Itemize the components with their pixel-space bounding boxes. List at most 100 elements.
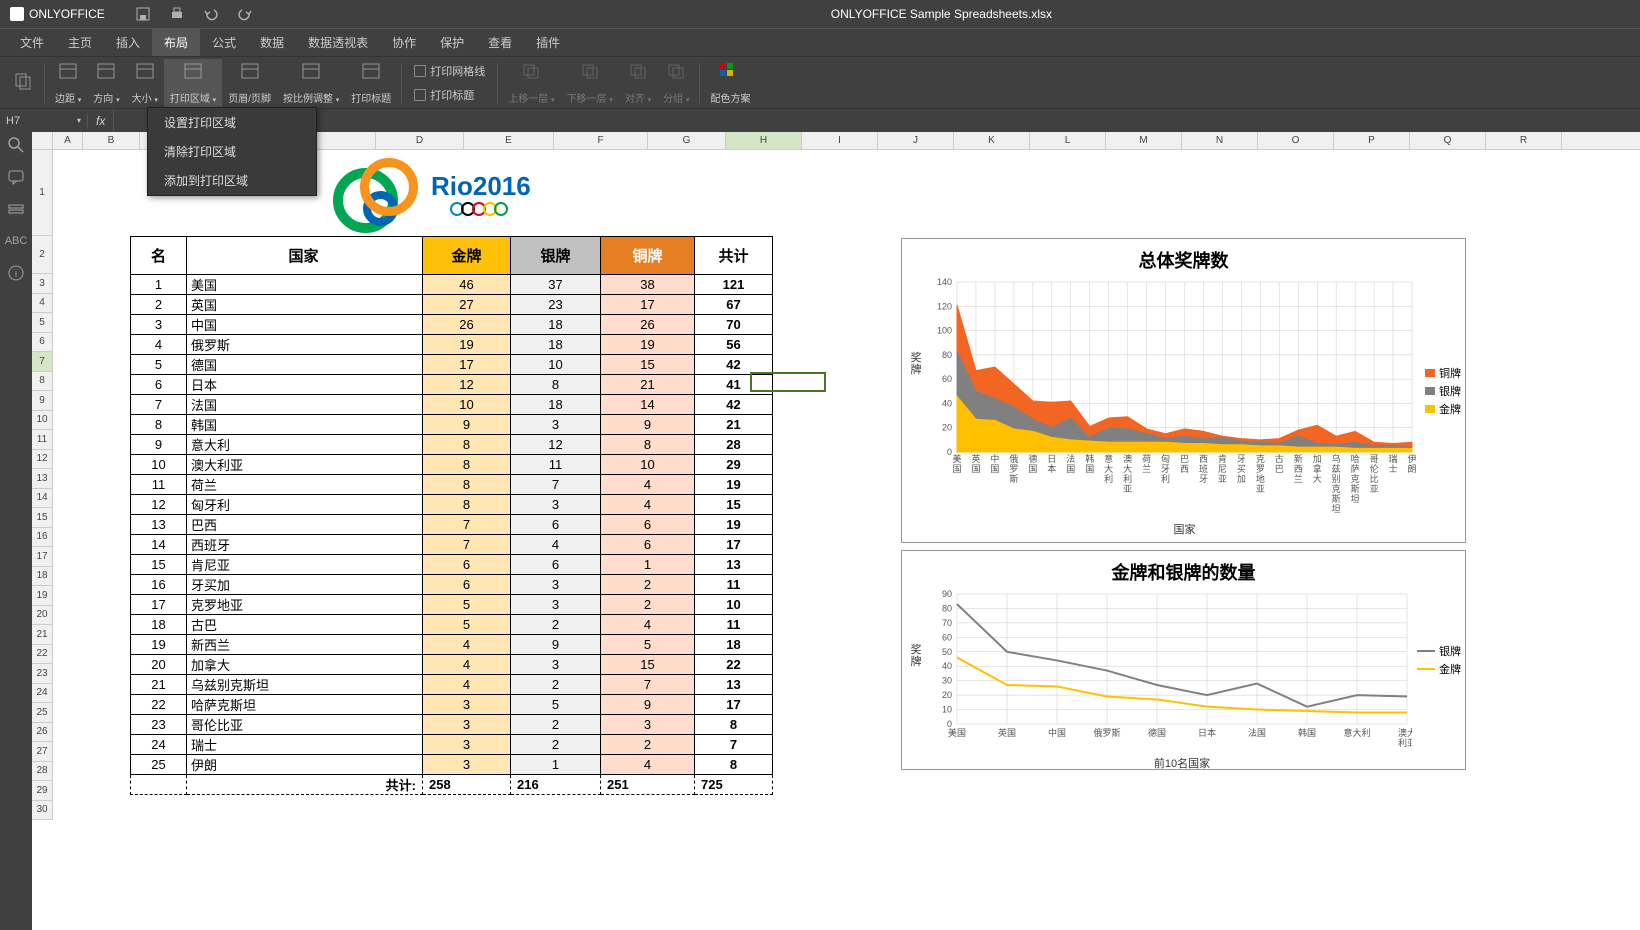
menu-4[interactable]: 公式 xyxy=(200,29,248,56)
table-row[interactable]: 7法国10181442 xyxy=(131,395,773,415)
row-header-30[interactable]: 30 xyxy=(32,801,53,821)
row-header-17[interactable]: 17 xyxy=(32,547,53,567)
col-header-H[interactable]: H xyxy=(726,132,802,149)
chart-gold-silver[interactable]: 金牌和银牌的数量 0102030405060708090美国英国中国俄罗斯德国日… xyxy=(901,550,1466,770)
row-header-9[interactable]: 9 xyxy=(32,391,53,411)
row-header-7[interactable]: 7 xyxy=(32,352,53,372)
table-row[interactable]: 19新西兰49518 xyxy=(131,635,773,655)
row-header-10[interactable]: 10 xyxy=(32,411,53,431)
table-row[interactable]: 10澳大利亚8111029 xyxy=(131,455,773,475)
col-header-L[interactable]: L xyxy=(1030,132,1106,149)
row-header-8[interactable]: 8 xyxy=(32,372,53,392)
row-header-22[interactable]: 22 xyxy=(32,645,53,665)
menu-1[interactable]: 主页 xyxy=(56,29,104,56)
select-all-corner[interactable] xyxy=(32,132,53,149)
table-row[interactable]: 24瑞士3227 xyxy=(131,735,773,755)
checkbox-打印网格线[interactable]: 打印网格线 xyxy=(406,61,493,81)
table-row[interactable]: 6日本1282141 xyxy=(131,375,773,395)
menu-8[interactable]: 保护 xyxy=(428,29,476,56)
ribbon-方向[interactable]: 方向 ▾ xyxy=(87,59,125,107)
row-header-3[interactable]: 3 xyxy=(32,274,53,294)
table-row[interactable]: 2英国27231767 xyxy=(131,295,773,315)
menu-6[interactable]: 数据透视表 xyxy=(296,29,380,56)
row-header-11[interactable]: 11 xyxy=(32,430,53,450)
col-header-O[interactable]: O xyxy=(1258,132,1334,149)
comments-icon[interactable] xyxy=(7,168,25,186)
row-header-5[interactable]: 5 xyxy=(32,313,53,333)
row-header-26[interactable]: 26 xyxy=(32,723,53,743)
dropdown-item[interactable]: 添加到打印区域 xyxy=(148,166,316,195)
table-row[interactable]: 11荷兰87419 xyxy=(131,475,773,495)
ribbon-边距[interactable]: 边距 ▾ xyxy=(49,59,87,107)
table-row[interactable]: 14西班牙74617 xyxy=(131,535,773,555)
row-header-21[interactable]: 21 xyxy=(32,625,53,645)
table-row[interactable]: 25伊朗3148 xyxy=(131,755,773,775)
table-row[interactable]: 9意大利812828 xyxy=(131,435,773,455)
name-box[interactable]: H7 ▾ xyxy=(0,113,88,129)
col-header-E[interactable]: E xyxy=(464,132,554,149)
checkbox-打印标题[interactable]: 打印标题 xyxy=(406,85,493,105)
menu-7[interactable]: 协作 xyxy=(380,29,428,56)
print-icon[interactable] xyxy=(169,6,185,22)
row-header-29[interactable]: 29 xyxy=(32,781,53,801)
chart-total-medals[interactable]: 总体奖牌数 020406080100120140美国英国中国俄罗斯德国日本法国韩… xyxy=(901,238,1466,543)
col-header-M[interactable]: M xyxy=(1106,132,1182,149)
dropdown-item[interactable]: 清除打印区域 xyxy=(148,137,316,166)
col-header-D[interactable]: D xyxy=(376,132,464,149)
row-header-15[interactable]: 15 xyxy=(32,508,53,528)
table-row[interactable]: 22哈萨克斯坦35917 xyxy=(131,695,773,715)
table-row[interactable]: 3中国26182670 xyxy=(131,315,773,335)
row-header-2[interactable]: 2 xyxy=(32,236,53,274)
row-header-6[interactable]: 6 xyxy=(32,333,53,353)
col-header-J[interactable]: J xyxy=(878,132,954,149)
row-header-4[interactable]: 4 xyxy=(32,294,53,314)
save-icon[interactable] xyxy=(135,6,151,22)
formula-input[interactable] xyxy=(113,109,1640,132)
row-header-20[interactable]: 20 xyxy=(32,606,53,626)
table-row[interactable]: 16牙买加63211 xyxy=(131,575,773,595)
menu-9[interactable]: 查看 xyxy=(476,29,524,56)
ribbon-color-scheme[interactable]: 配色方案 xyxy=(704,59,756,107)
col-header-Q[interactable]: Q xyxy=(1410,132,1486,149)
undo-icon[interactable] xyxy=(203,6,219,22)
table-row[interactable]: 1美国463738121 xyxy=(131,275,773,295)
row-header-1[interactable]: 1 xyxy=(32,150,53,236)
ribbon-页眉/页脚[interactable]: 页眉/页脚 xyxy=(222,59,277,107)
col-header-R[interactable]: R xyxy=(1486,132,1562,149)
table-row[interactable]: 12匈牙利83415 xyxy=(131,495,773,515)
table-row[interactable]: 21乌兹别克斯坦42713 xyxy=(131,675,773,695)
redo-icon[interactable] xyxy=(237,6,253,22)
menu-3[interactable]: 布局 xyxy=(152,29,200,56)
col-header-B[interactable]: B xyxy=(83,132,140,149)
sheet-content[interactable]: Rio2016 名 国家 金牌 银牌 铜牌 共计 1美国4637381212英国… xyxy=(53,150,1640,930)
ribbon-按比例调整[interactable]: 按比例调整 ▾ xyxy=(277,59,345,107)
table-row[interactable]: 15肯尼亚66113 xyxy=(131,555,773,575)
table-row[interactable]: 17克罗地亚53210 xyxy=(131,595,773,615)
row-header-14[interactable]: 14 xyxy=(32,489,53,509)
col-header-A[interactable]: A xyxy=(53,132,83,149)
table-row[interactable]: 20加拿大431522 xyxy=(131,655,773,675)
row-header-27[interactable]: 27 xyxy=(32,742,53,762)
spellcheck-icon[interactable]: ABC xyxy=(7,232,25,250)
col-header-P[interactable]: P xyxy=(1334,132,1410,149)
row-header-18[interactable]: 18 xyxy=(32,567,53,587)
table-row[interactable]: 23哥伦比亚3238 xyxy=(131,715,773,735)
row-header-16[interactable]: 16 xyxy=(32,528,53,548)
info-icon[interactable]: i xyxy=(7,264,25,282)
col-header-K[interactable]: K xyxy=(954,132,1030,149)
table-row[interactable]: 13巴西76619 xyxy=(131,515,773,535)
col-header-G[interactable]: G xyxy=(648,132,726,149)
menu-10[interactable]: 插件 xyxy=(524,29,572,56)
layers-icon[interactable] xyxy=(7,200,25,218)
table-row[interactable]: 5德国17101542 xyxy=(131,355,773,375)
col-header-F[interactable]: F xyxy=(554,132,648,149)
row-header-24[interactable]: 24 xyxy=(32,684,53,704)
ribbon-打印区域[interactable]: 打印区域 ▾ xyxy=(164,59,222,107)
row-header-12[interactable]: 12 xyxy=(32,450,53,470)
menu-2[interactable]: 插入 xyxy=(104,29,152,56)
fx-icon[interactable]: fx xyxy=(88,114,113,128)
dropdown-item[interactable]: 设置打印区域 xyxy=(148,108,316,137)
table-row[interactable]: 8韩国93921 xyxy=(131,415,773,435)
row-header-23[interactable]: 23 xyxy=(32,664,53,684)
col-header-I[interactable]: I xyxy=(802,132,878,149)
